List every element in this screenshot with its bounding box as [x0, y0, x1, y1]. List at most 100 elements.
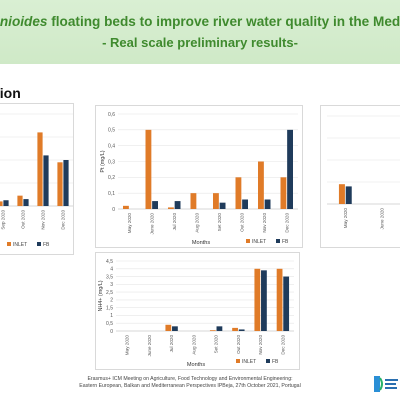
chart-panel-pt: 0 0,1 0,2 0,3 0,4 0,5 0,6 May 2020 June 2020 Jul … — [95, 105, 303, 248]
y-axis-label: NH4+ (mg/L) — [98, 280, 104, 311]
x-axis-label: Months — [187, 362, 206, 368]
bar-fb — [261, 270, 267, 331]
legend-label-fb: FB — [282, 239, 289, 245]
bar-inlet — [232, 327, 238, 331]
bar-inlet — [280, 177, 287, 209]
y-tick-label: 4 — [110, 267, 113, 273]
y-tick-label: 0,2 — [108, 175, 115, 181]
x-tick-label: June 2020 — [380, 208, 385, 230]
bar-inlet — [213, 193, 219, 209]
legend-swatch-inlet — [236, 359, 240, 363]
bar-inlet — [0, 201, 3, 206]
x-tick-label: Aug 2020 — [194, 213, 199, 233]
x-tick-label: Dec 2020 — [284, 213, 289, 233]
bar-fb — [3, 200, 9, 206]
y-axis-label: Pt (mg/L) — [100, 150, 106, 172]
x-tick-label: Sep 2020 — [1, 210, 6, 230]
y-tick-label: 1 — [110, 313, 113, 319]
bar-fb — [287, 129, 293, 209]
bar-fb — [345, 186, 352, 204]
x-tick-label: Jul 2020 — [169, 335, 174, 353]
x-tick-label: Out 2020 — [21, 210, 26, 229]
institution-logo — [370, 372, 400, 398]
x-tick-label: Out 2020 — [239, 213, 244, 232]
bar-fb — [283, 276, 290, 331]
bar-fb — [152, 201, 158, 209]
bar-inlet — [258, 161, 264, 209]
page-subtitle: - Real scale preliminary results- — [102, 35, 298, 50]
x-tick-label: May 2020 — [343, 208, 348, 229]
bar-inlet — [17, 195, 23, 206]
bar-inlet — [168, 207, 174, 209]
chart-panel-left: Sep 2020 Out 2020 Nov 2020 Dec 2020 INLET FB — [0, 103, 74, 255]
bar-fb — [172, 326, 178, 331]
bar-fb — [216, 326, 223, 331]
y-tick-label: 0,5 — [108, 128, 115, 134]
bar-fb — [238, 329, 245, 331]
x-axis-label: Months — [192, 240, 211, 246]
bar-fb — [23, 199, 29, 206]
y-tick-label: 0 — [112, 207, 115, 213]
legend-swatch-inlet — [7, 242, 11, 246]
y-tick-label: 0,4 — [108, 143, 115, 149]
chart-pt: 0 0,1 0,2 0,3 0,4 0,5 0,6 May 2020 June 2020 Jul … — [100, 112, 298, 246]
bar-inlet — [37, 132, 43, 206]
bar-inlet — [123, 205, 129, 209]
bar-inlet — [57, 162, 63, 206]
x-tick-label: Nov 2020 — [262, 213, 267, 233]
y-tick-label: 2 — [110, 298, 113, 304]
y-tick-label: 1,5 — [106, 305, 113, 311]
bar-fb — [242, 199, 248, 209]
bar-fb — [264, 199, 271, 209]
section-heading: sion — [0, 85, 21, 101]
bar-inlet — [209, 330, 216, 331]
y-tick-label: 2,5 — [106, 290, 113, 296]
y-tick-label: 3 — [110, 282, 113, 288]
y-tick-label: 4,5 — [106, 259, 113, 265]
legend-label-inlet: INLET — [252, 239, 266, 245]
x-tick-label: Aug 2020 — [191, 335, 196, 355]
bar-inlet — [254, 268, 261, 331]
y-tick-label: 0 — [110, 329, 113, 335]
x-tick-label: Dec 2020 — [280, 335, 285, 355]
chart-left-cropped: Sep 2020 Out 2020 Nov 2020 Dec 2020 INLET FB — [0, 113, 73, 248]
y-tick-label: 0,1 — [108, 191, 115, 197]
x-tick-label: June 2020 — [149, 213, 154, 235]
x-tick-label: Out 2020 — [236, 335, 241, 354]
x-tick-label: June 2020 — [147, 335, 152, 357]
bar-inlet — [235, 177, 242, 209]
footer-line-2: Eastern European, Balkan and Mediterrane… — [79, 383, 301, 389]
x-tick-label: Dec 2020 — [61, 210, 66, 230]
x-tick-label: Set 2020 — [217, 213, 222, 232]
y-tick-label: 0,5 — [106, 321, 113, 327]
legend-swatch-fb — [37, 242, 41, 246]
legend-label-fb: FB — [272, 359, 279, 365]
chart-nh4: 0 0,5 1 1,52 2,5 3 3,54 4,5 May 2020 June 2020 Jul… — [98, 259, 294, 368]
bar-inlet — [276, 268, 283, 331]
chart-panel-nh4: 0 0,5 1 1,5 2 2,5 3 3,5 4 4,5 May 2020 June 2020 Jul… — [95, 252, 300, 370]
y-tick-label: 0,3 — [108, 159, 115, 165]
footer-line-1: Erasmus+ ICM Meeting on Agriculture, Foo… — [87, 376, 293, 382]
legend-label-inlet: INLET — [242, 359, 256, 365]
bar-fb — [43, 155, 49, 206]
x-tick-label: May 2020 — [125, 335, 130, 356]
y-tick-label: 3,5 — [106, 274, 113, 280]
title-rest: floating beds to improve river water qua… — [47, 14, 400, 29]
bar-fb — [63, 160, 69, 206]
bar-inlet — [145, 129, 152, 209]
legend-swatch-fb — [276, 239, 280, 243]
y-tick-label: 0,6 — [108, 112, 115, 118]
legend-swatch-fb — [266, 359, 270, 363]
x-tick-label: Nov 2020 — [41, 210, 46, 230]
legend-label-inlet: INLET — [13, 242, 27, 248]
x-tick-label: May 2020 — [127, 213, 132, 234]
x-tick-label: Jul 2020 — [172, 213, 177, 231]
legend-label-fb: FB — [43, 242, 50, 248]
legend-swatch-inlet — [246, 239, 250, 243]
title-italic-part: izanioides — [0, 14, 48, 29]
bar-inlet — [190, 193, 197, 209]
bar-fb — [174, 201, 181, 209]
title-banner: izanioides floating beds to improve rive… — [0, 0, 400, 64]
